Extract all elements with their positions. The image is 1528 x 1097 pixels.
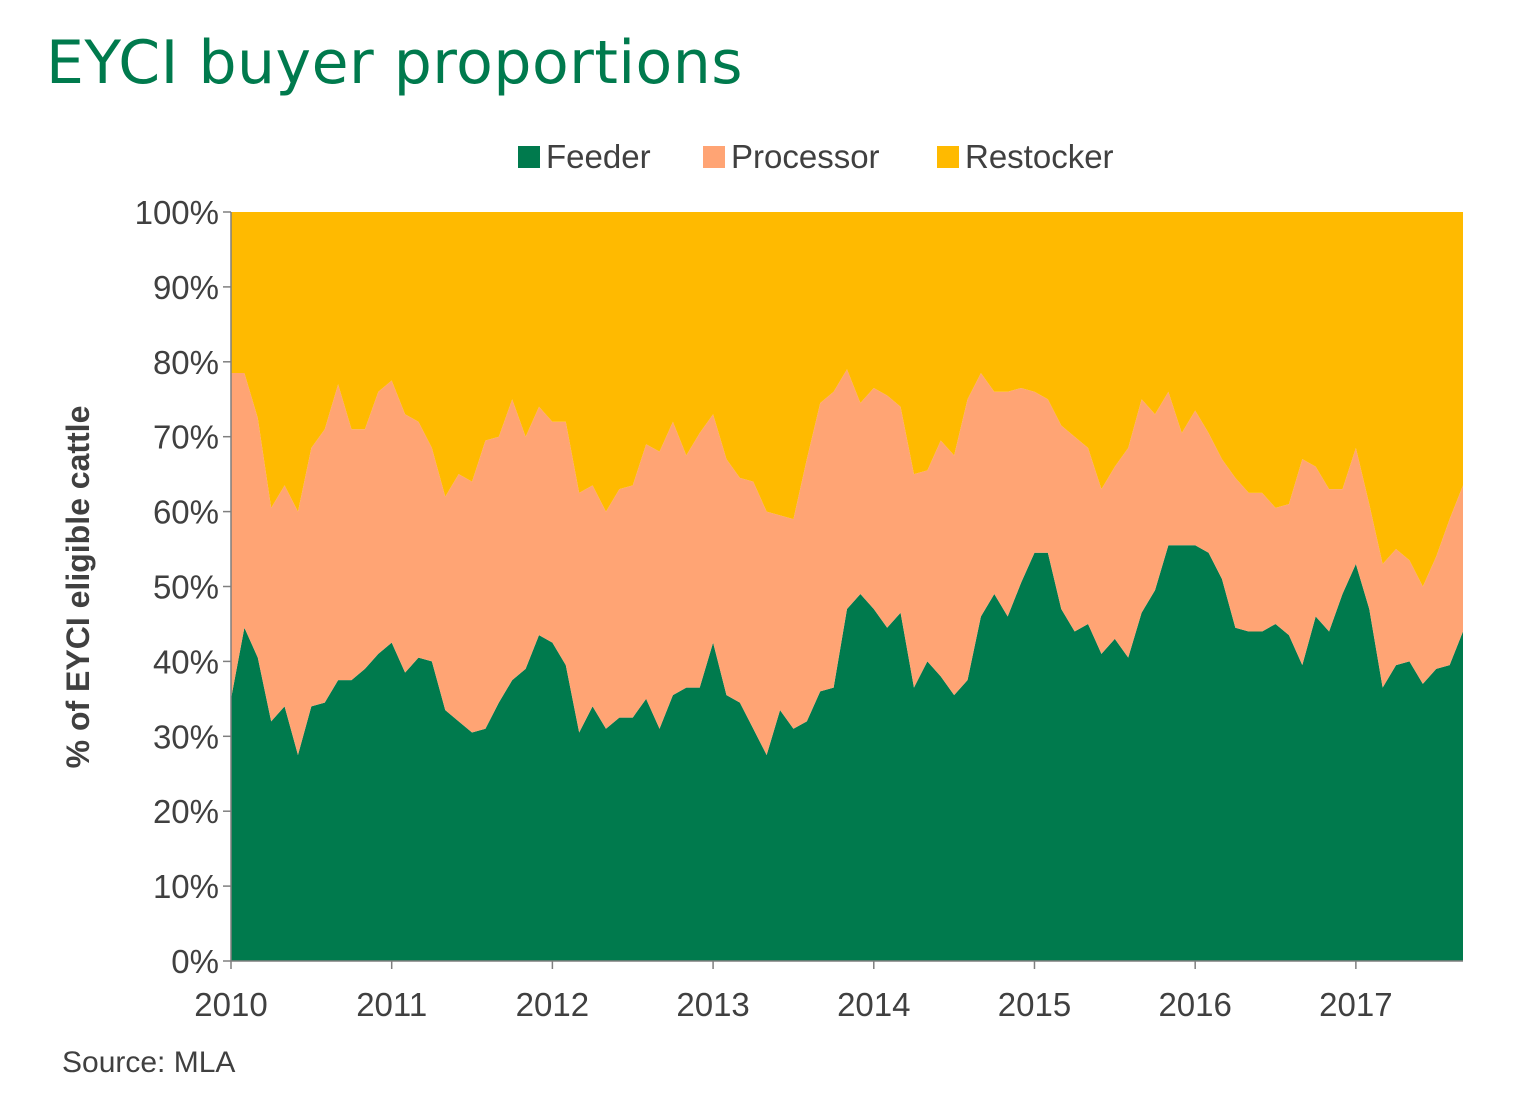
area-processor <box>231 369 1463 756</box>
y-tick-labels: 0% 10% 20% 30% 40% 50% 60% 70% 80% 90% 100% <box>135 194 219 980</box>
x-tick-label: 2016 <box>1158 986 1231 1023</box>
chart-axes <box>223 211 1463 969</box>
legend-label-feeder: Feeder <box>546 138 651 175</box>
y-tick-label: 70% <box>153 419 219 456</box>
x-tick-label: 2017 <box>1319 986 1392 1023</box>
x-tick-label: 2010 <box>194 986 267 1023</box>
page-title: EYCI buyer proportions <box>46 28 744 98</box>
x-tick-label: 2011 <box>356 986 427 1023</box>
y-tick-label: 10% <box>153 868 219 905</box>
x-tick-label: 2015 <box>998 986 1071 1023</box>
source-note: Source: MLA <box>62 1046 236 1079</box>
legend: Feeder Processor Restocker <box>518 138 1114 175</box>
y-tick-label: 50% <box>153 569 219 606</box>
y-axis-label: % of EYCI eligible cattle <box>60 406 96 769</box>
area-restocker <box>231 212 1463 587</box>
chart-areas <box>231 212 1463 961</box>
legend-swatch-restocker <box>937 146 959 168</box>
legend-swatch-feeder <box>518 146 540 168</box>
x-tick-label: 2013 <box>676 986 749 1023</box>
y-tick-label: 90% <box>153 269 219 306</box>
y-tick-label: 0% <box>171 943 219 980</box>
y-tick-label: 60% <box>153 494 219 531</box>
y-tick-label: 20% <box>153 793 219 830</box>
x-tick-labels: 2010 2011 2012 2013 2014 2015 2016 2017 <box>194 986 1392 1023</box>
x-tick-label: 2014 <box>837 986 910 1023</box>
y-tick-label: 100% <box>135 194 219 231</box>
legend-swatch-processor <box>703 146 725 168</box>
x-tick-label: 2012 <box>516 986 589 1023</box>
y-tick-label: 30% <box>153 718 219 755</box>
area-feeder <box>231 545 1463 961</box>
y-tick-label: 80% <box>153 344 219 381</box>
legend-label-processor: Processor <box>731 138 880 175</box>
y-tick-label: 40% <box>153 643 219 680</box>
legend-label-restocker: Restocker <box>965 138 1114 175</box>
